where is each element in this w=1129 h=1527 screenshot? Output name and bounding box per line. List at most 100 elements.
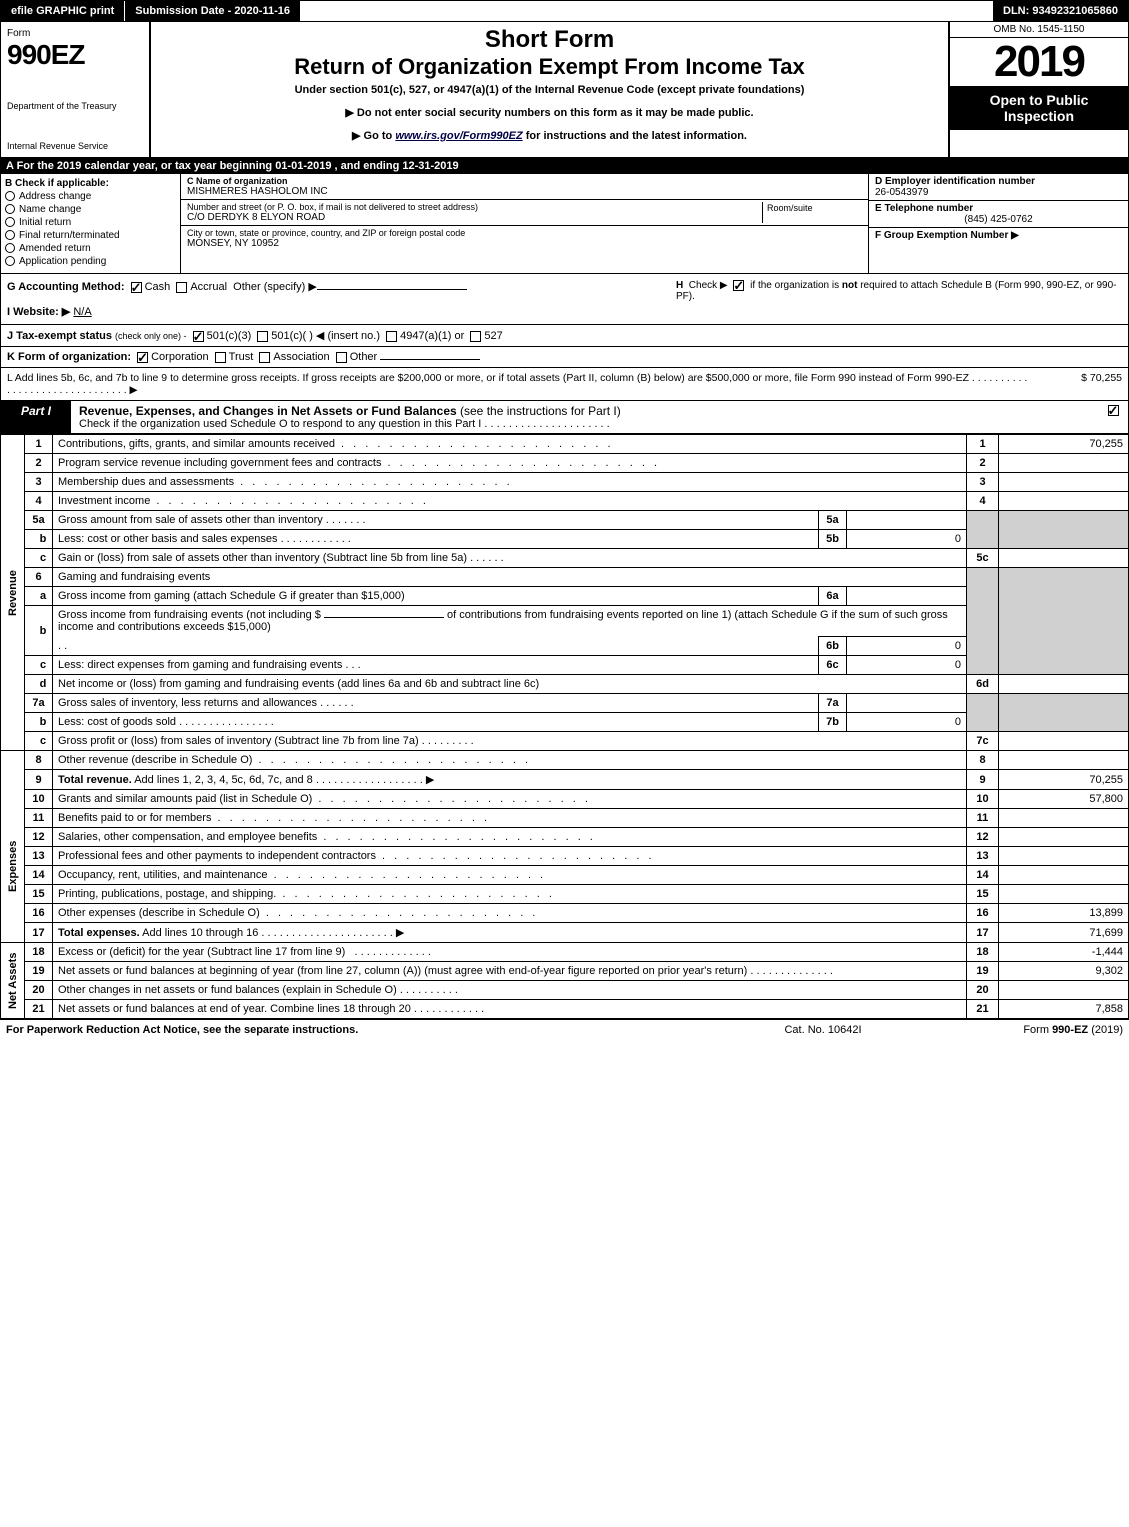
r2-amt — [999, 454, 1129, 473]
r18-amt: -1,444 — [999, 943, 1129, 962]
r2-ln: 2 — [967, 454, 999, 473]
r9-ln: 9 — [967, 770, 999, 790]
r15-amt — [999, 885, 1129, 904]
j-4947: 4947(a)(1) or — [400, 330, 464, 342]
r21-amt: 7,858 — [999, 1000, 1129, 1019]
r6c-mv: 0 — [847, 656, 967, 675]
chk-4947[interactable] — [386, 331, 397, 342]
chk-accrual[interactable] — [176, 282, 187, 293]
r7b-d: Less: cost of goods sold . . . . . . . .… — [53, 713, 819, 732]
chk-address-change[interactable] — [5, 191, 15, 201]
r11-ln: 11 — [967, 809, 999, 828]
r11-amt — [999, 809, 1129, 828]
r20-n: 20 — [25, 981, 53, 1000]
chk-501c[interactable] — [257, 331, 268, 342]
chk-h[interactable] — [733, 280, 744, 291]
r7b-n: b — [25, 713, 53, 732]
omb-number: OMB No. 1545-1150 — [950, 22, 1128, 38]
efile-label[interactable]: efile GRAPHIC print — [1, 1, 125, 21]
line-a: A For the 2019 calendar year, or tax yea… — [0, 158, 1129, 174]
f-label: F Group Exemption Number ▶ — [875, 230, 1122, 241]
r10-n: 10 — [25, 790, 53, 809]
footer-right: Form 990-EZ (2019) — [923, 1024, 1123, 1036]
short-form-title: Short Form — [161, 26, 938, 54]
r6d-n: d — [25, 675, 53, 694]
r17-amt: 71,699 — [999, 923, 1129, 943]
goto-link[interactable]: www.irs.gov/Form990EZ — [395, 130, 522, 142]
opt-amended: Amended return — [19, 243, 91, 254]
r8-amt — [999, 751, 1129, 770]
r6b-n: b — [25, 606, 53, 656]
r20-amt — [999, 981, 1129, 1000]
part1-tag: Part I — [1, 401, 71, 433]
r5b-mv: 0 — [847, 530, 967, 549]
r11-n: 11 — [25, 809, 53, 828]
chk-trust[interactable] — [215, 352, 226, 363]
r19-ln: 19 — [967, 962, 999, 981]
j-label: J Tax-exempt status — [7, 330, 112, 342]
chk-initial[interactable] — [5, 217, 15, 227]
chk-part1-scho[interactable] — [1108, 405, 1119, 416]
r5c-amt — [999, 549, 1129, 568]
part1-sub: (see the instructions for Part I) — [460, 404, 621, 418]
r15-d: Printing, publications, postage, and shi… — [53, 885, 967, 904]
j-527: 527 — [484, 330, 502, 342]
r6a-mn: 6a — [819, 587, 847, 606]
r10-d: Grants and similar amounts paid (list in… — [53, 790, 967, 809]
chk-cash[interactable] — [131, 282, 142, 293]
chk-amended[interactable] — [5, 243, 15, 253]
r13-ln: 13 — [967, 847, 999, 866]
top-toolbar: efile GRAPHIC print Submission Date - 20… — [0, 0, 1129, 22]
r9-amt: 70,255 — [999, 770, 1129, 790]
line-k: K Form of organization: Corporation Trus… — [0, 347, 1129, 368]
g-other: Other (specify) ▶ — [233, 281, 317, 293]
r4-amt — [999, 492, 1129, 511]
section-bcd: B Check if applicable: Address change Na… — [0, 174, 1129, 274]
sidebar-expenses: Expenses — [1, 790, 25, 943]
box-c: C Name of organization MISHMERES HASHOLO… — [181, 174, 868, 273]
k-trust: Trust — [229, 351, 254, 363]
r16-n: 16 — [25, 904, 53, 923]
footer-center: Cat. No. 10642I — [723, 1024, 923, 1036]
r14-n: 14 — [25, 866, 53, 885]
r14-d: Occupancy, rent, utilities, and maintena… — [53, 866, 967, 885]
r1-ln: 1 — [967, 435, 999, 454]
r1-d: Contributions, gifts, grants, and simila… — [53, 435, 967, 454]
r7b-mn: 7b — [819, 713, 847, 732]
goto-line: ▶ Go to www.irs.gov/Form990EZ for instru… — [161, 129, 938, 142]
r6b-mn: 6b — [819, 637, 847, 656]
chk-pending[interactable] — [5, 256, 15, 266]
opt-name: Name change — [19, 204, 81, 215]
org-name: MISHMERES HASHOLOM INC — [187, 186, 862, 197]
h-label: H — [676, 280, 683, 291]
g-label: G Accounting Method: — [7, 281, 125, 293]
r12-n: 12 — [25, 828, 53, 847]
chk-corp[interactable] — [137, 352, 148, 363]
r21-d: Net assets or fund balances at end of ye… — [53, 1000, 967, 1019]
r4-d: Investment income — [53, 492, 967, 511]
r10-amt: 57,800 — [999, 790, 1129, 809]
chk-name-change[interactable] — [5, 204, 15, 214]
room-label: Room/suite — [767, 203, 813, 213]
i-label: I Website: ▶ — [7, 306, 70, 318]
r6d-amt — [999, 675, 1129, 694]
r12-amt — [999, 828, 1129, 847]
j-c: 501(c)( ) — [271, 330, 313, 342]
chk-final[interactable] — [5, 230, 15, 240]
r12-ln: 12 — [967, 828, 999, 847]
return-title: Return of Organization Exempt From Incom… — [161, 54, 938, 80]
r6b-mv: 0 — [847, 637, 967, 656]
chk-other-org[interactable] — [336, 352, 347, 363]
chk-assoc[interactable] — [259, 352, 270, 363]
part1-check: Check if the organization used Schedule … — [79, 418, 1090, 430]
r3-d: Membership dues and assessments — [53, 473, 967, 492]
r6a-d: Gross income from gaming (attach Schedul… — [53, 587, 819, 606]
chk-501c3[interactable] — [193, 331, 204, 342]
r17-ln: 17 — [967, 923, 999, 943]
r6c-n: c — [25, 656, 53, 675]
r15-ln: 15 — [967, 885, 999, 904]
r18-d: Excess or (deficit) for the year (Subtra… — [53, 943, 967, 962]
chk-527[interactable] — [470, 331, 481, 342]
r13-amt — [999, 847, 1129, 866]
goto-post: for instructions and the latest informat… — [523, 130, 747, 142]
